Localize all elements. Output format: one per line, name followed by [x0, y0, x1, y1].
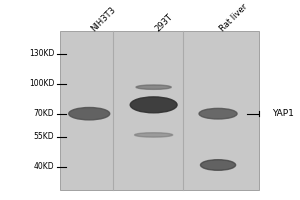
Ellipse shape	[199, 108, 237, 119]
Ellipse shape	[130, 97, 177, 113]
Text: 293T: 293T	[154, 12, 175, 33]
Text: 55KD: 55KD	[34, 132, 54, 141]
Ellipse shape	[135, 133, 173, 137]
Text: 130KD: 130KD	[29, 49, 54, 58]
Text: Rat liver: Rat liver	[218, 2, 249, 33]
Ellipse shape	[136, 85, 171, 89]
Ellipse shape	[69, 107, 110, 120]
Text: 70KD: 70KD	[34, 109, 54, 118]
Bar	[60, 31, 259, 190]
Text: 100KD: 100KD	[29, 79, 54, 88]
Ellipse shape	[200, 160, 236, 170]
Text: NIH3T3: NIH3T3	[89, 5, 118, 33]
Text: 40KD: 40KD	[34, 162, 54, 171]
Text: YAP1: YAP1	[272, 109, 294, 118]
